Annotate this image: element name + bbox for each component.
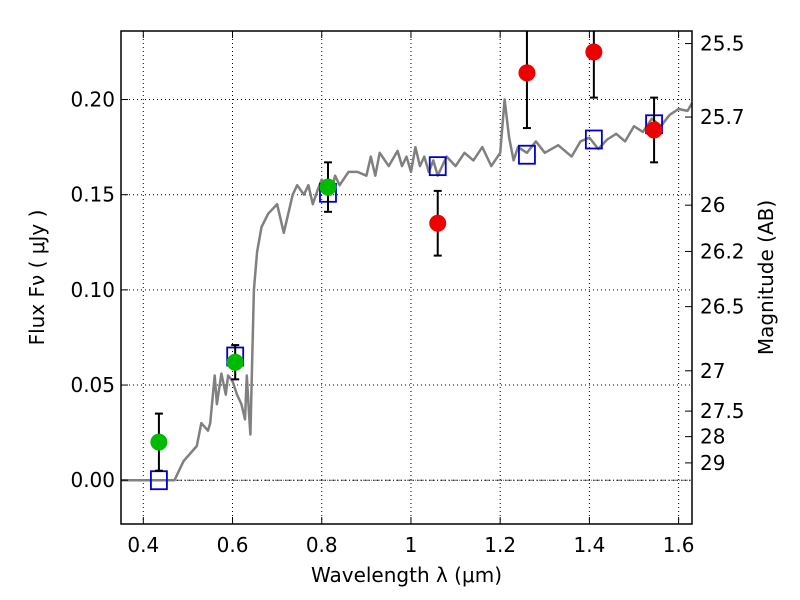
y2-axis-label: Magnitude (AB) [754, 200, 778, 355]
magnitude-tick-label: 25.7 [700, 105, 745, 129]
axis-ticks: 0.4 0.6 0.8 1 1.2 1.4 1.6 0.00 0.05 0.10 0.15 0.20 2… [70, 31, 745, 557]
model-photometry-square [518, 144, 536, 165]
x-axis-label: Wavelength λ (μm) [311, 563, 502, 587]
photometry-point [319, 178, 337, 196]
x-tick-label: 0.8 [306, 533, 338, 557]
plot-frame [120, 30, 693, 525]
y-tick-label: 0.00 [70, 468, 115, 492]
magnitude-tick-label: 29 [700, 451, 725, 475]
photometry-point [429, 214, 447, 232]
x-tick-label: 0.6 [217, 533, 249, 557]
magnitude-tick-label: 26.2 [700, 239, 745, 263]
model-sed-line [121, 98, 694, 482]
x-tick-label: 0.4 [127, 533, 159, 557]
photometry-point [518, 64, 536, 82]
y-tick-label: 0.15 [70, 183, 115, 207]
magnitude-tick-label: 27.5 [700, 399, 745, 423]
x-tick-label: 1.4 [573, 533, 605, 557]
magnitude-tick-label: 27 [700, 359, 725, 383]
y-tick-label: 0.05 [70, 373, 115, 397]
photometry-point [226, 353, 244, 371]
model-photometry-square [584, 129, 603, 150]
magnitude-tick-label: 26 [700, 193, 725, 217]
photometry-points [150, 31, 663, 491]
y-tick-label: 0.20 [70, 88, 115, 112]
x-tick-label: 1.6 [663, 533, 695, 557]
magnitude-tick-label: 25.5 [700, 32, 745, 56]
magnitude-tick-label: 28 [700, 425, 725, 449]
x-tick-label: 1 [405, 533, 418, 557]
grid-lines [121, 31, 692, 524]
x-tick-label: 1.2 [484, 533, 516, 557]
photometry-point [150, 433, 168, 451]
photometry-point [585, 43, 603, 61]
model-photometry-square [428, 156, 447, 177]
photometry-point [645, 121, 663, 139]
y-tick-label: 0.10 [70, 278, 115, 302]
y-axis-label: Flux Fν ( μJy ) [25, 210, 49, 346]
magnitude-tick-label: 26.5 [700, 295, 745, 319]
model-sed [121, 98, 694, 482]
